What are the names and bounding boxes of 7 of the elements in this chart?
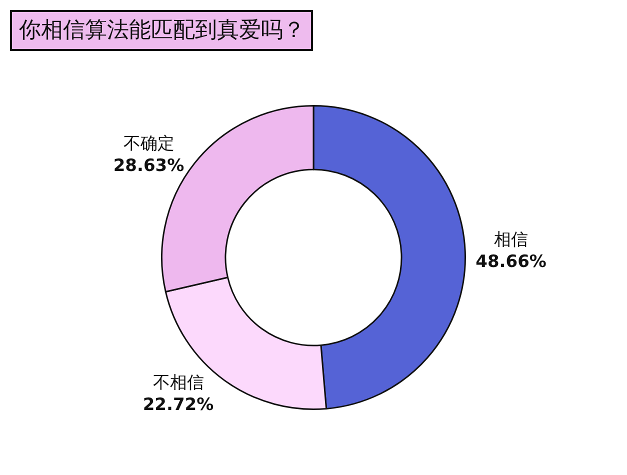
chart-title: 你相信算法能匹配到真爱吗？ [18,18,305,43]
slice-label: 不相信 [152,372,204,393]
data-label: 48.66% [476,252,546,272]
data-label: 22.72% [142,395,214,415]
data-label: 28.63% [113,156,184,176]
slice-label: 相信 [494,230,528,250]
slice-label: 不确定 [123,134,174,154]
